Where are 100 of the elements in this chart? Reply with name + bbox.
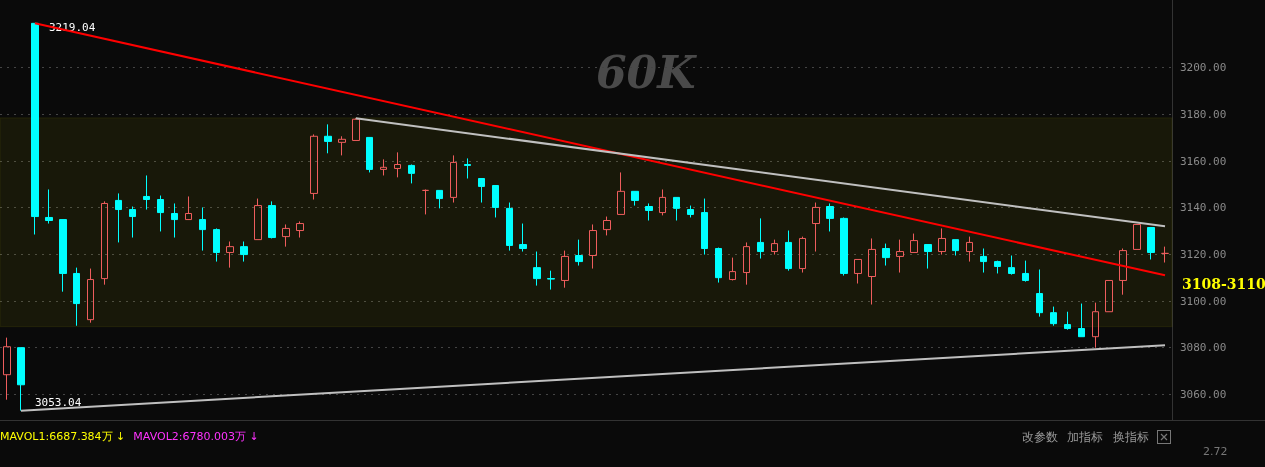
candlestick [729, 257, 736, 281]
candlestick [352, 117, 360, 141]
text: MAVOL2:6780.003万 ↓ [133, 429, 259, 444]
candlestick [506, 202, 513, 252]
candlestick [645, 202, 653, 221]
candlestick [436, 189, 443, 209]
candlestick [854, 258, 862, 284]
candlestick [310, 133, 318, 200]
candlestick [129, 206, 136, 239]
candlestick [575, 239, 583, 267]
candlestick [994, 260, 1001, 274]
text: MAVOL1:6687.384万 ↓ [0, 429, 126, 444]
candlestick [757, 217, 764, 260]
candlestick [771, 239, 778, 256]
candlestick [617, 171, 625, 215]
candlestick [1161, 246, 1169, 263]
text: 60K [596, 46, 698, 98]
candlestick [966, 236, 973, 263]
candlestick [3, 337, 11, 401]
candlestick [338, 135, 346, 156]
candlestick [408, 164, 415, 184]
y-tick-label: 3140.00 [1180, 201, 1227, 215]
candlestick [952, 239, 959, 256]
candlestick [1036, 269, 1043, 318]
candlestick [87, 268, 94, 324]
candlestick [1133, 223, 1141, 250]
candlestick [324, 123, 332, 154]
y-tick-label: 3160.00 [1180, 154, 1227, 168]
text: 3108-3110 [1182, 276, 1265, 292]
candlestick [1050, 306, 1057, 327]
candlestick [673, 196, 680, 221]
candlestick [1119, 248, 1127, 296]
candlestick [1092, 302, 1099, 349]
y-tick-label: 3200.00 [1180, 61, 1227, 75]
candlestick [240, 241, 248, 263]
candlestick [199, 206, 206, 252]
candlestick [631, 190, 639, 207]
candlestick [687, 205, 694, 218]
y-tick-label: 3100.00 [1180, 294, 1227, 308]
candlestick [394, 151, 401, 178]
candlestick [812, 202, 820, 253]
candlestick [478, 178, 485, 204]
candlestick [840, 216, 848, 277]
candlestick [1078, 303, 1085, 338]
candlestick [715, 247, 722, 284]
candlestick [101, 200, 108, 286]
candlestick [882, 243, 890, 267]
candlestick [826, 202, 834, 232]
candlestick [1147, 227, 1155, 260]
candlestick [938, 227, 946, 256]
candlestick [896, 239, 904, 274]
candlestick [924, 244, 932, 270]
candlestick [1008, 255, 1015, 276]
candlestick [743, 241, 750, 286]
candlestick [547, 270, 555, 291]
candlestick [45, 188, 53, 225]
candlestick [254, 198, 262, 241]
candlestick [603, 216, 611, 236]
candlestick [171, 202, 178, 239]
text: 换指标 [1113, 429, 1149, 446]
candlestick [157, 195, 164, 232]
candlestick [533, 251, 541, 287]
candlestick [799, 236, 806, 274]
candlestick [589, 223, 597, 270]
annotation: 3053.04 [35, 396, 82, 409]
text: 加指标 [1067, 429, 1103, 446]
candlestick [73, 267, 80, 327]
candlestick [464, 157, 471, 179]
candlestick [1105, 279, 1113, 313]
y-tick-label: 3120.00 [1180, 247, 1227, 261]
y-tick-label: 3080.00 [1180, 341, 1227, 355]
candlestick [282, 223, 290, 248]
candlestick [213, 227, 220, 263]
candlestick [785, 230, 792, 272]
candlestick [143, 174, 150, 211]
candlestick [561, 250, 569, 289]
candlestick [380, 158, 387, 176]
candlestick [366, 136, 373, 173]
candlestick [1064, 311, 1071, 331]
candlestick [226, 241, 234, 269]
candlestick [268, 200, 276, 239]
text: 2.72 [1203, 445, 1228, 458]
candlestick [296, 220, 304, 239]
candlestick [115, 192, 122, 243]
candlestick [910, 233, 918, 253]
candlestick [492, 185, 499, 218]
y-tick-label: 3180.00 [1180, 107, 1227, 121]
candlestick [701, 198, 708, 256]
candlestick [59, 219, 67, 293]
candlestick [1022, 260, 1029, 283]
candlestick [31, 22, 39, 235]
text: 改参数 [1022, 429, 1058, 446]
y-tick-label: 3060.00 [1180, 387, 1227, 401]
candlestick [422, 188, 429, 215]
candlestick [980, 248, 987, 274]
candlestick [185, 195, 192, 221]
candlestick [17, 347, 25, 412]
candlestick [450, 154, 457, 204]
candlestick [519, 223, 527, 253]
candlestick [868, 237, 876, 305]
